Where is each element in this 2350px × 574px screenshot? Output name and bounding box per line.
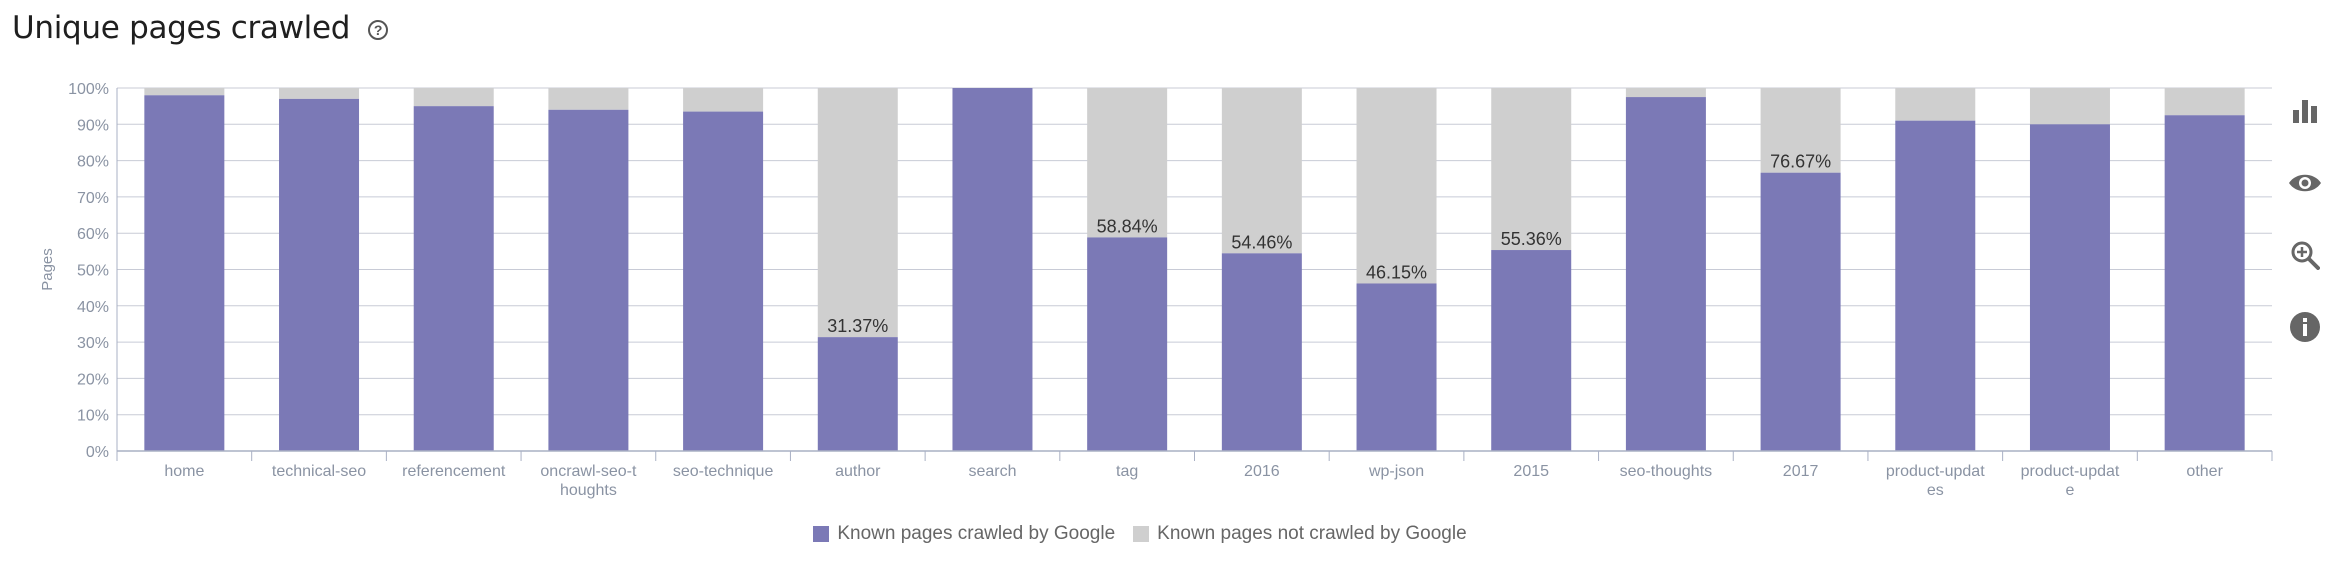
x-tick-label: wp-json (1368, 463, 1424, 480)
bar-crawled-14 (2029, 124, 2110, 452)
x-tick-label: seo-technique (673, 463, 774, 480)
zoom-in-icon[interactable] (2288, 239, 2322, 271)
x-tick-label: other (2186, 463, 2223, 480)
x-tick-label: e (2066, 482, 2075, 499)
data-label-10: 55.36% (1501, 229, 1562, 249)
bar-not-crawled-2 (413, 88, 494, 107)
x-tick-label: houghts (560, 482, 617, 499)
x-tick-label: oncrawl-seo-t (540, 463, 637, 480)
y-tick-label: 50% (77, 263, 109, 280)
y-tick-label: 60% (77, 226, 109, 243)
bar-not-crawled-0 (144, 88, 225, 96)
y-tick-label: 90% (77, 117, 109, 134)
bar-not-crawled-3 (548, 88, 629, 110)
y-tick-label: 30% (77, 335, 109, 352)
help-circle-icon[interactable]: ? (368, 20, 389, 40)
x-tick-label: 2016 (1244, 463, 1280, 480)
bar-not-crawled-4 (683, 88, 764, 112)
x-tick-label: home (164, 463, 204, 480)
chart-toolbar (2260, 95, 2350, 343)
bar-crawled-15 (2164, 115, 2245, 451)
bar-crawled-3 (548, 109, 629, 451)
bar-crawled-0 (144, 95, 225, 451)
bar-not-crawled-11 (1625, 88, 1706, 98)
stacked-bar-chart: 0% 10% 20% 30% 40% 50% 60% 70% 80% 90% 100% Pages ho… (39, 81, 2273, 499)
legend-label-not-crawled: Known pages not crawled by Google (1157, 523, 1467, 544)
bar-not-crawled-8 (1221, 88, 1302, 254)
y-tick-label: 10% (77, 408, 109, 425)
bar-crawled-8 (1221, 253, 1302, 451)
x-tick-label: seo-thoughts (1620, 463, 1713, 480)
y-tick-label: 80% (77, 154, 109, 171)
legend-item-not-crawled[interactable]: Known pages not crawled by Google (1133, 523, 1467, 545)
bar-crawled-1 (279, 98, 360, 451)
bar-crawled-13 (1895, 120, 1976, 452)
data-label-8: 54.46% (1231, 232, 1292, 252)
bar-crawled-7 (1087, 237, 1168, 451)
bar-not-crawled-9 (1356, 88, 1437, 284)
x-tick-label: 2017 (1783, 463, 1819, 480)
bar-crawled-12 (1760, 172, 1841, 451)
bar-crawled-2 (413, 106, 494, 452)
y-axis-title: Pages (39, 248, 56, 291)
x-tick-label: search (968, 463, 1016, 480)
bar-crawled-9 (1356, 283, 1437, 451)
x-tick-label: 2015 (1513, 463, 1549, 480)
data-label-9: 46.15% (1366, 262, 1427, 282)
y-tick-label: 20% (77, 371, 109, 388)
x-tick-label: tag (1116, 463, 1138, 480)
data-label-12: 76.67% (1770, 152, 1831, 172)
x-tick-label: referencement (402, 463, 506, 480)
chart-header: Unique pages crawled ? (12, 10, 389, 46)
y-tick-label: 70% (77, 190, 109, 207)
legend-label-crawled: Known pages crawled by Google (837, 523, 1116, 544)
legend-swatch-crawled (813, 526, 830, 542)
y-tick-label: 0% (86, 444, 109, 461)
bar-not-crawled-15 (2164, 88, 2245, 116)
x-tick-label: es (1927, 482, 1944, 499)
bar-not-crawled-1 (279, 88, 360, 99)
bar-crawled-11 (1625, 97, 1706, 451)
bar-crawled-6 (952, 88, 1033, 451)
info-icon[interactable] (2288, 311, 2322, 343)
bar-not-crawled-7 (1087, 88, 1168, 238)
y-tick-label: 40% (77, 299, 109, 316)
bar-not-crawled-10 (1491, 88, 1572, 251)
bar-chart-icon[interactable] (2288, 95, 2322, 127)
x-tick-label: author (835, 463, 881, 480)
bar-not-crawled-5 (817, 88, 898, 338)
eye-icon[interactable] (2288, 167, 2322, 199)
bar-not-crawled-12 (1760, 88, 1841, 173)
legend-item-crawled[interactable]: Known pages crawled by Google (813, 523, 1115, 545)
bar-crawled-10 (1491, 250, 1572, 451)
x-tick-label: product-updat (2021, 463, 2120, 480)
legend-swatch-not-crawled (1133, 526, 1150, 542)
bar-not-crawled-13 (1895, 88, 1976, 121)
y-tick-label: 100% (68, 81, 109, 98)
bar-crawled-4 (683, 111, 764, 451)
bar-crawled-5 (817, 337, 898, 451)
x-tick-label: technical-seo (272, 463, 366, 480)
page-title: Unique pages crawled (12, 10, 351, 46)
bar-not-crawled-14 (2029, 88, 2110, 125)
data-label-7: 58.84% (1097, 216, 1158, 236)
x-tick-label: product-updat (1886, 463, 1985, 480)
data-label-5: 31.37% (827, 316, 888, 336)
chart-legend: Known pages crawled by Google Known page… (0, 523, 2280, 545)
